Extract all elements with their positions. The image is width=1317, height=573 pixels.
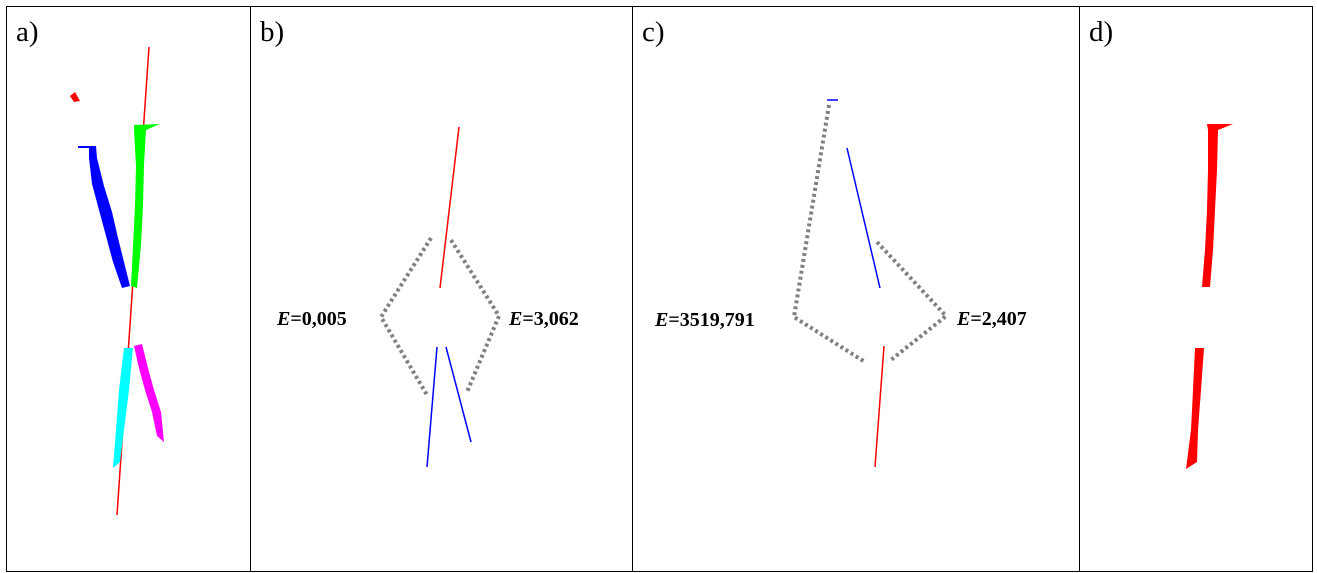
figure-frame: [6, 6, 1313, 572]
a-green-segment: [131, 124, 160, 288]
panel-c-label: c): [642, 16, 665, 48]
d-red-upper-segment: [1202, 124, 1233, 287]
c-energy-right: E=2,407: [957, 308, 1027, 330]
divider-c-d: [1079, 6, 1080, 572]
panel-d-label: d): [1089, 16, 1114, 48]
panel-d-drawing: [1186, 124, 1233, 469]
d-red-lower-segment: [1186, 348, 1204, 469]
a-blue-segment: [78, 146, 130, 288]
b-dotted-left: [378, 236, 433, 397]
a-magenta-segment: [134, 344, 164, 442]
b-red-line: [439, 126, 460, 289]
c-red-line: [874, 345, 885, 468]
c-dotted-right: [875, 240, 949, 362]
b-blue-line-right: [445, 346, 472, 443]
panel-a-drawing: [70, 46, 164, 516]
a-red-blob: [70, 92, 80, 102]
divider-a-b: [250, 6, 251, 572]
b-blue-line-left: [426, 346, 438, 468]
panel-b-drawing: [378, 126, 502, 468]
divider-b-c: [632, 6, 633, 572]
panel-a-label: a): [16, 16, 39, 48]
c-energy-left: E=3519,791: [655, 309, 755, 331]
c-dotted-left: [791, 104, 867, 364]
panel-b-label: b): [260, 16, 285, 48]
b-energy-left: E=0,005: [277, 308, 347, 330]
panel-c-drawing: [791, 99, 949, 468]
a-cyan-segment: [113, 348, 133, 468]
b-energy-right: E=3,062: [509, 308, 579, 330]
b-dotted-right: [449, 238, 502, 393]
c-blue-line: [846, 147, 881, 289]
